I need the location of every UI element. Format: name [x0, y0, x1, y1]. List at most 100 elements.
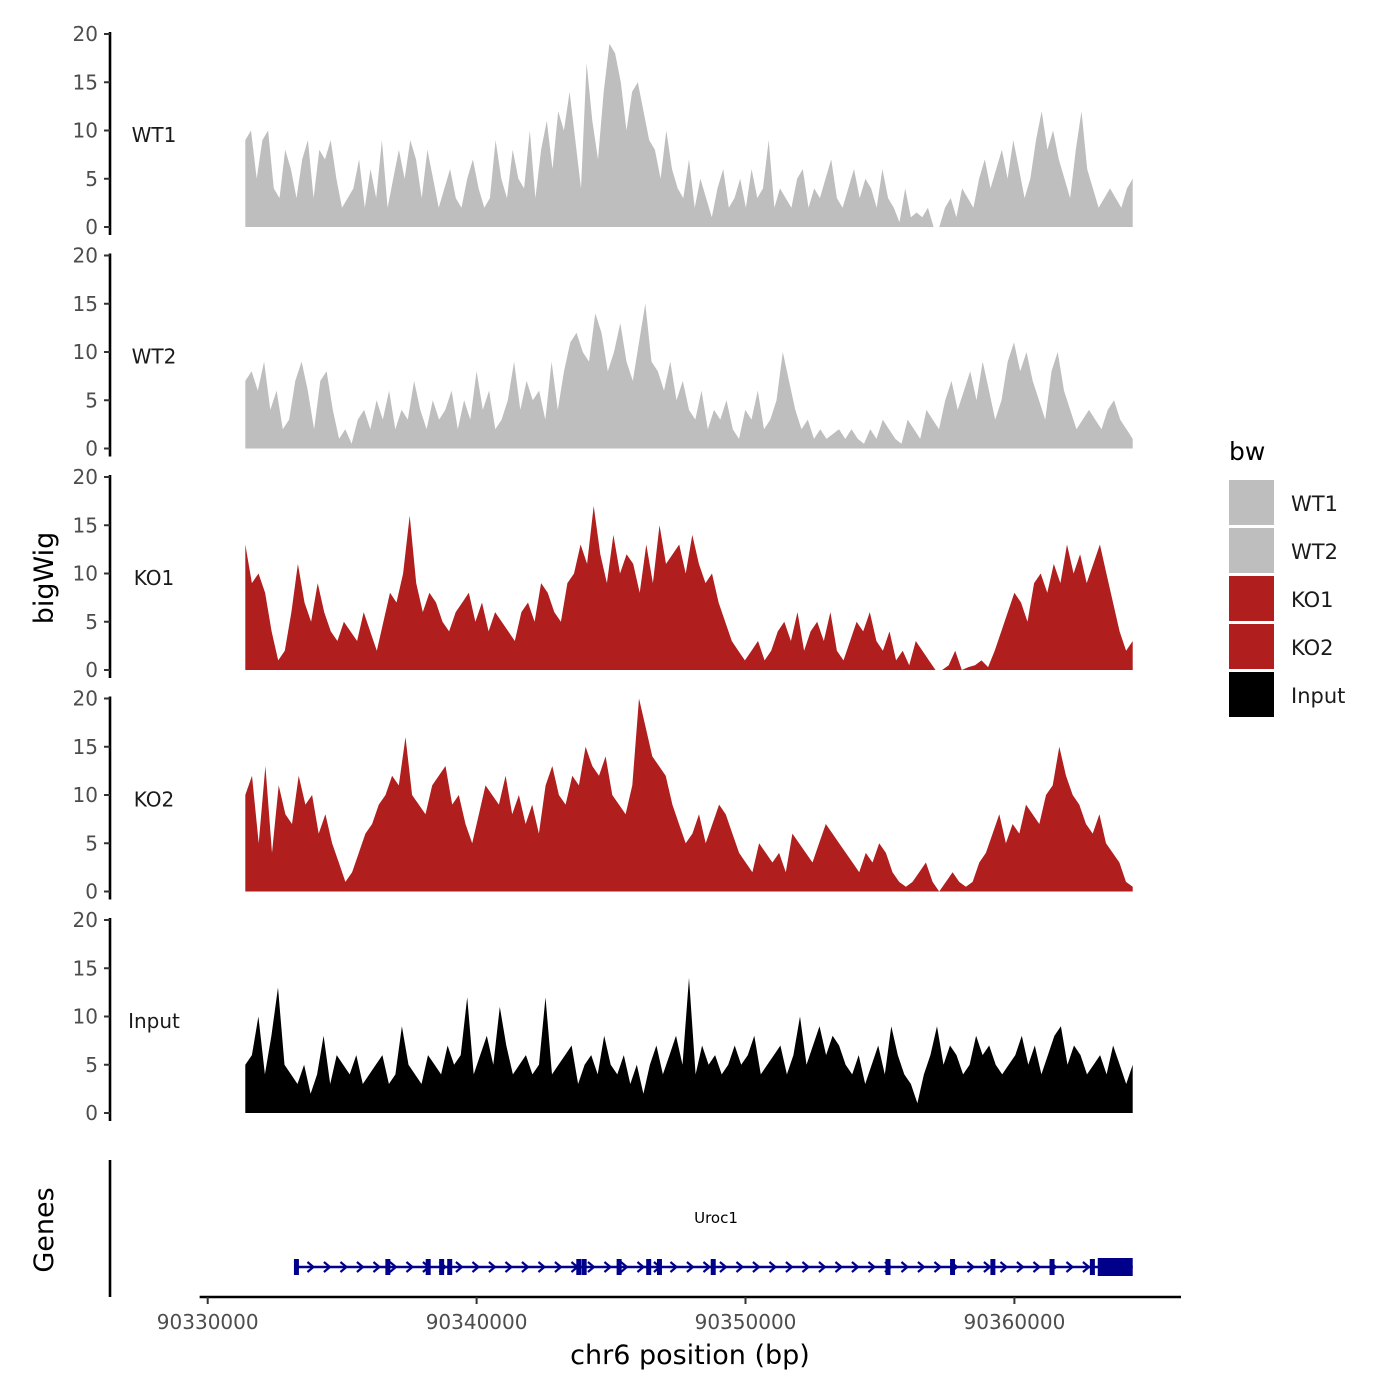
strand-arrow: [702, 1261, 712, 1273]
strand-arrow: [966, 1261, 976, 1273]
strand-arrow: [933, 1261, 943, 1273]
strand-arrow: [603, 1261, 613, 1273]
strand-arrow: [636, 1261, 646, 1273]
x-axis-title: chr6 position (bp): [570, 1340, 810, 1371]
strand-arrow: [999, 1261, 1009, 1273]
y-tick-label: 15: [73, 70, 98, 94]
strand-arrow: [587, 1261, 596, 1273]
gene-exon: [425, 1259, 431, 1275]
gene-exon: [990, 1259, 996, 1275]
track-label-wt2: WT2: [132, 345, 177, 369]
strand-arrow: [306, 1261, 316, 1273]
legend-title: bw: [1229, 437, 1265, 466]
strand-arrow: [834, 1261, 844, 1273]
strand-arrow: [1016, 1261, 1025, 1273]
strand-arrow: [339, 1261, 349, 1273]
strand-arrow: [801, 1261, 811, 1273]
y-tick-label: 10: [73, 783, 98, 807]
strand-arrow: [471, 1261, 481, 1273]
y-tick-label: 20: [73, 22, 98, 46]
y-tick-label: 10: [73, 340, 98, 364]
coverage-area-ko2: [245, 698, 1133, 892]
track-label-input: Input: [128, 1009, 180, 1033]
strand-arrow: [389, 1261, 398, 1273]
legend-swatch-wt1: [1229, 480, 1274, 525]
strand-arrow: [1065, 1261, 1075, 1273]
strand-arrow: [851, 1261, 860, 1273]
y-tick-label: 20: [73, 687, 98, 711]
gene-exon: [1089, 1259, 1095, 1275]
strand-arrow: [719, 1261, 728, 1273]
y-tick-label: 10: [73, 119, 98, 143]
strand-arrow: [818, 1261, 827, 1273]
y-tick-label: 0: [85, 658, 98, 682]
y-tick-label: 0: [85, 437, 98, 461]
legend-swatch-input: [1229, 672, 1274, 717]
y-tick-label: 15: [73, 292, 98, 316]
strand-arrow: [455, 1261, 464, 1273]
strand-arrow: [504, 1261, 514, 1273]
strand-arrow: [768, 1261, 778, 1273]
coverage-area-wt2: [245, 303, 1133, 449]
legend-label-ko1: KO1: [1291, 588, 1334, 612]
y-tick-label: 20: [73, 244, 98, 268]
track-label-ko1: KO1: [134, 566, 175, 590]
coverage-area-ko1: [245, 506, 1133, 670]
track-ko2: 0 5 10 15 20 KO2: [73, 687, 1133, 904]
y-tick-label: 0: [85, 880, 98, 904]
y-tick-label: 15: [73, 956, 98, 980]
strand-arrow: [521, 1261, 530, 1273]
tracks-panel: 0 5 10 15 20 WT1 0 5 10 15 20 WT2 0 5 10 15 20 KO1 0 5 10 15 2…: [73, 22, 1133, 1297]
gene-exon: [1049, 1259, 1055, 1275]
gene-exon: [656, 1259, 662, 1275]
x-tick-label: 90330000: [157, 1310, 259, 1334]
y-tick-label: 5: [85, 1053, 98, 1077]
legend-swatch-ko2: [1229, 624, 1274, 669]
strand-arrow: [1082, 1261, 1091, 1273]
legend-label-input: Input: [1291, 684, 1345, 708]
x-tick-label: 90350000: [695, 1310, 797, 1334]
track-label-wt1: WT1: [132, 123, 177, 147]
y-tick-label: 20: [73, 465, 98, 489]
x-axis: 90330000 90340000 90350000 90360000: [157, 1295, 1181, 1334]
x-tick-label: 90360000: [964, 1310, 1066, 1334]
gene-exon: [616, 1259, 622, 1275]
legend-swatch-ko1: [1229, 576, 1274, 621]
strand-arrow: [488, 1261, 497, 1273]
strand-arrow: [323, 1261, 332, 1273]
y-tick-label: 0: [85, 1101, 98, 1125]
gene-exon: [576, 1259, 582, 1275]
y-tick-label: 5: [85, 610, 98, 634]
gene-exon: [293, 1259, 299, 1275]
gene-exon: [885, 1259, 891, 1275]
strand-arrow: [1032, 1261, 1042, 1273]
genes-axis-title: Genes: [29, 1187, 60, 1272]
y-tick-label: 5: [85, 167, 98, 191]
track-input: 0 5 10 15 20 Input: [73, 908, 1133, 1125]
y-axis-title: bigWig: [29, 532, 60, 625]
strand-arrow: [554, 1261, 563, 1273]
track-wt2: 0 5 10 15 20 WT2: [73, 244, 1133, 461]
strand-arrow: [669, 1261, 679, 1273]
y-tick-label: 15: [73, 735, 98, 759]
gene-exon: [646, 1259, 652, 1275]
coverage-area-input: [245, 977, 1133, 1113]
coverage-area-wt1: [245, 43, 1133, 228]
strand-arrow: [735, 1261, 745, 1273]
gene-exon: [710, 1259, 716, 1275]
legend-label-wt2: WT2: [1291, 540, 1338, 564]
y-tick-label: 5: [85, 831, 98, 855]
y-tick-label: 15: [73, 513, 98, 537]
legend-swatch-wt2: [1229, 528, 1274, 573]
gene-exon: [447, 1259, 453, 1275]
legend-label-wt1: WT1: [1291, 492, 1338, 516]
strand-arrow: [785, 1261, 794, 1273]
strand-arrow: [620, 1261, 629, 1273]
gene-utr-block: [1097, 1258, 1133, 1276]
strand-arrow: [983, 1261, 992, 1273]
strand-arrow: [537, 1261, 547, 1273]
strand-arrow: [900, 1261, 910, 1273]
gene-exon: [581, 1259, 587, 1275]
gene-exon: [439, 1259, 445, 1275]
y-tick-label: 5: [85, 388, 98, 412]
